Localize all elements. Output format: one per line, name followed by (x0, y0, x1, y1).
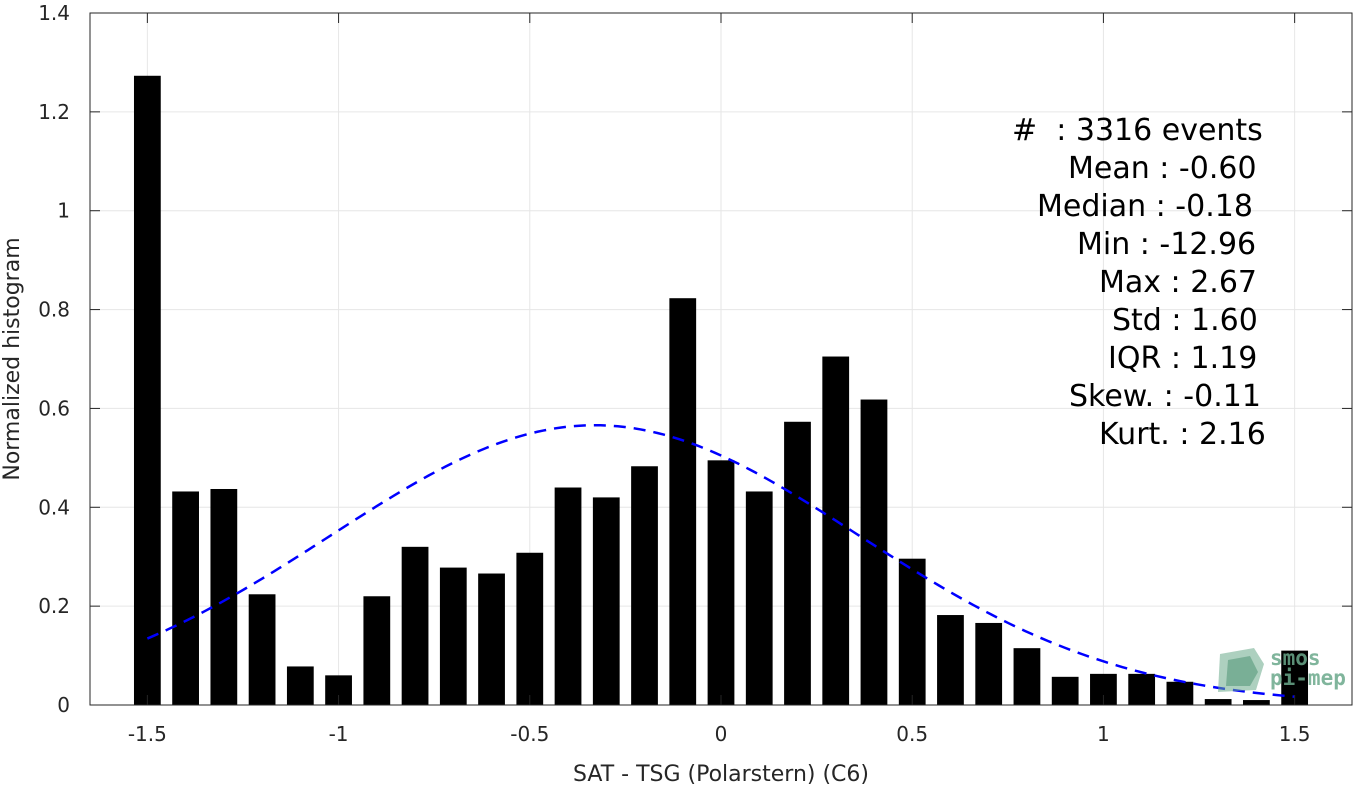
stat-mean: Mean : -0.60 (1068, 151, 1257, 186)
logo-text-line2: pi-mep (1270, 666, 1346, 690)
stat-std: Std : 1.60 (1112, 303, 1258, 338)
histogram-bar (784, 421, 811, 705)
histogram-bar (1128, 673, 1156, 705)
histogram-bar (210, 488, 238, 705)
x-tick-label: -1.5 (128, 722, 167, 746)
stat-median: Median : -0.18 (1037, 189, 1253, 224)
x-tick-labels: -1.5 -1 -0.5 0 0.5 1 1.5 (128, 722, 1311, 746)
logo-mark-icon (1218, 648, 1264, 692)
histogram-bar (745, 491, 773, 705)
y-tick-label: 0 (57, 693, 70, 717)
y-tick-label: 0.6 (38, 396, 70, 420)
normal-fit-curve (146, 423, 1295, 698)
histogram-bar (1013, 648, 1041, 705)
y-tick-label: 0.8 (38, 298, 70, 322)
stat-count: # : 3316 events (1012, 113, 1263, 148)
y-tick-label: 0.2 (38, 594, 70, 618)
histogram-bar (478, 573, 505, 705)
histogram-bar (172, 491, 199, 705)
histogram-bar (133, 75, 161, 705)
stat-kurt: Kurt. : 2.16 (1099, 417, 1266, 452)
histogram-bar (631, 466, 658, 705)
x-tick-label: 1.5 (1279, 722, 1311, 746)
stat-skew: Skew. : -0.11 (1069, 379, 1261, 414)
histogram-bar (937, 615, 964, 705)
histogram-bar (401, 546, 429, 705)
histogram-bar (669, 298, 697, 705)
histogram-bar (898, 558, 926, 705)
x-tick-label: 0.5 (896, 722, 928, 746)
y-tick-label: 1.4 (38, 1, 70, 25)
smos-pimep-logo: smos pi-mep (1214, 646, 1346, 694)
histogram-bar (975, 622, 1003, 705)
y-tick-label: 1 (57, 199, 70, 223)
stat-max: Max : 2.67 (1099, 265, 1257, 300)
histogram-bar (363, 596, 391, 705)
histogram-bar (286, 666, 314, 705)
histogram-bar (248, 594, 276, 705)
histogram-bar (822, 356, 850, 705)
histogram-bar (1243, 700, 1270, 705)
stat-min: Min : -12.96 (1077, 227, 1257, 262)
grid-lines (90, 12, 1352, 706)
x-tick-label: 1 (1097, 722, 1110, 746)
histogram-bar (1166, 681, 1194, 705)
histogram-bar (439, 567, 467, 705)
logo-text-line1: smos (1270, 646, 1321, 670)
histogram-bar (1204, 699, 1232, 705)
y-tick-labels: 0 0.2 0.4 0.6 0.8 1 1.2 1.4 (38, 1, 70, 717)
histogram-bar (592, 497, 620, 705)
histogram-bar (554, 487, 582, 705)
x-tick-label: 0 (715, 722, 728, 746)
x-axis-label: SAT - TSG (Polarstern) (C6) (573, 762, 869, 785)
histogram-bar (707, 460, 735, 705)
x-tick-label: -1 (329, 722, 349, 746)
stat-iqr: IQR : 1.19 (1108, 341, 1258, 376)
y-tick-label: 0.4 (38, 495, 70, 519)
y-tick-label: 1.2 (38, 100, 70, 124)
axis-ticks (90, 12, 1352, 706)
x-tick-label: -0.5 (510, 722, 549, 746)
histogram-bar (1051, 676, 1079, 705)
histogram-bar (516, 552, 544, 705)
y-axis-label: Normalized histogram (0, 237, 25, 480)
